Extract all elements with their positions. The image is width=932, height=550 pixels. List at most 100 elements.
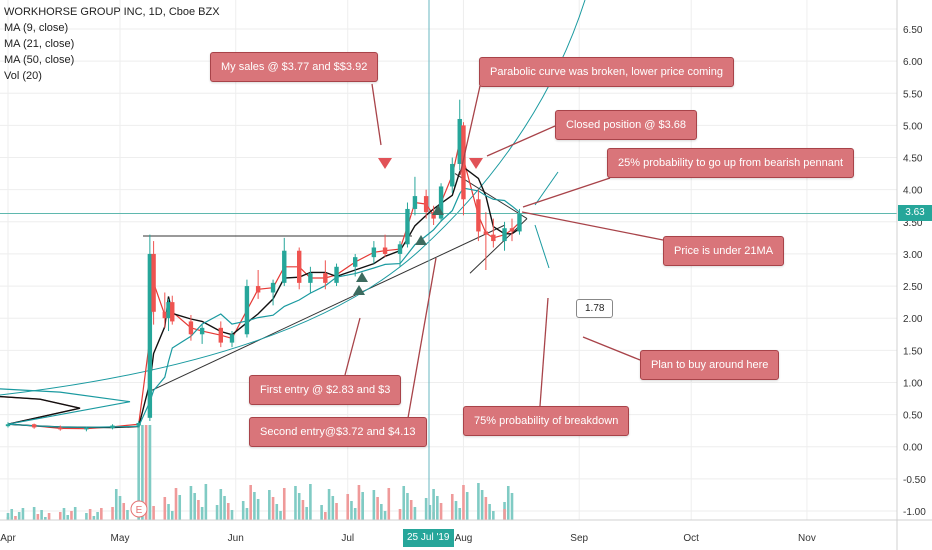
annotation-closed-position[interactable]: Closed position @ $3.68 [555,110,698,140]
volume-bar [488,504,491,520]
volume-bar [170,511,174,520]
volume-bar [249,485,252,520]
annotation-second-entry[interactable]: Second entry@$3.72 and $4.13 [249,417,427,447]
earnings-marker-label: E [136,505,143,516]
buy-marker [356,272,368,282]
candle-body [438,186,444,219]
pointer-plan-buy [582,336,641,361]
volume-bar [376,497,379,520]
annotation-25-probability[interactable]: 25% probability to go up from bearish pe… [607,148,855,178]
candle-body [405,208,410,245]
time-tick-label: May [111,533,130,544]
candle-body [166,302,171,319]
legend-ma21[interactable]: MA (21, close) [4,38,75,50]
ma21-line [0,166,520,429]
time-axis: Apr May Jun Jul Aug Sep Oct Nov [0,519,932,544]
volume-bar [282,488,286,520]
volume-bar [163,497,167,520]
legend-ma9[interactable]: MA (9, close) [4,22,69,34]
volume-bar [193,493,196,520]
volume-bar [223,496,226,520]
candle-body [431,212,436,219]
volume-bar [44,517,47,520]
candle-body [244,286,250,335]
ma50-line [0,187,520,428]
legend-vol[interactable]: Vol (20) [4,70,42,82]
pointer-75 [539,297,549,407]
volume-bar [100,508,103,520]
volume-bar [122,503,126,520]
volume-bar [21,508,25,520]
candle-body [353,257,358,267]
time-tick-label: Apr [0,533,16,544]
price-tick-label: 5.00 [903,121,923,132]
pointer-21ma [521,211,664,241]
price-axis: 6.50 6.00 5.50 5.00 4.50 4.00 3.50 3.00 2.50 2.00… [896,0,926,550]
annotation-first-entry[interactable]: First entry @ $2.83 and $3 [249,375,402,405]
price-tick-label: 2.50 [903,282,923,293]
volume-bar [477,483,480,520]
candle-body [323,273,328,283]
candle-body [483,231,489,235]
pointer-first-entry [344,317,361,376]
price-callout[interactable]: 1.78 [576,299,614,318]
volume-bar [17,512,21,520]
volume-bar [361,499,364,520]
candle-body [308,273,313,283]
price-tick-label: 0.00 [903,443,923,454]
price-tick-label: 1.00 [903,378,923,389]
volume-bar [137,425,140,520]
volume-bar [167,504,170,520]
volume-bar [200,507,204,520]
candle-body [282,250,287,283]
price-tick-label: 1.50 [903,346,923,357]
volume-bar [301,500,305,520]
parabolic-curve [0,0,586,396]
volume-bar [204,484,208,520]
chart-legend: WORKHORSE GROUP INC, 1D, Cboe BZX MA (9,… [4,4,220,84]
annotation-my-sales[interactable]: My sales @ $3.77 and $$3.92 [210,52,379,82]
volume-bar [88,509,92,520]
last-price-tag: 3.63 [898,205,932,221]
candle-body [297,250,302,283]
pointer-my-sales [371,83,382,146]
volume-bar [226,503,230,520]
pointer-closed [486,125,556,157]
volume-bar [357,485,361,520]
candle-body [147,253,153,418]
pointer-25 [522,177,611,208]
volume-bar [465,492,469,520]
candle-body [517,213,522,232]
volume-bar [219,489,223,520]
legend-ma50[interactable]: MA (50, close) [4,54,75,66]
candle-body [84,428,89,430]
candle-body [218,327,223,343]
annotation-plan-to-buy[interactable]: Plan to buy around here [640,350,780,380]
volume-bar [492,511,495,520]
volume-bar [294,486,297,520]
price-tick-label: 4.00 [903,186,923,197]
volume-bar [413,507,417,520]
price-tick-label: 2.00 [903,314,923,325]
candle-body [509,228,515,232]
volume-bar [331,496,335,520]
pointer-second-entry [407,257,437,419]
price-tick-label: 4.50 [903,154,923,165]
volume-bar [256,499,260,520]
time-tick-label: Aug [455,533,473,544]
volume-bar [279,511,282,520]
pennant-upper [454,173,528,220]
chart-title: WORKHORSE GROUP INC, 1D, Cboe BZX [4,6,220,18]
volume-bar [14,516,17,520]
volume-bar [245,508,249,520]
volume-bar [144,425,148,520]
annotation-under-21ma[interactable]: Price is under 21MA [663,236,785,266]
volume-bar [271,497,275,520]
time-tick-label: Jul [341,533,354,544]
candle-body [255,286,261,293]
volume-bar [428,505,432,520]
annotation-parabolic-broken[interactable]: Parabolic curve was broken, lower price … [479,57,734,87]
annotation-75-probability[interactable]: 75% probability of breakdown [463,406,630,436]
candle-body [491,234,496,242]
